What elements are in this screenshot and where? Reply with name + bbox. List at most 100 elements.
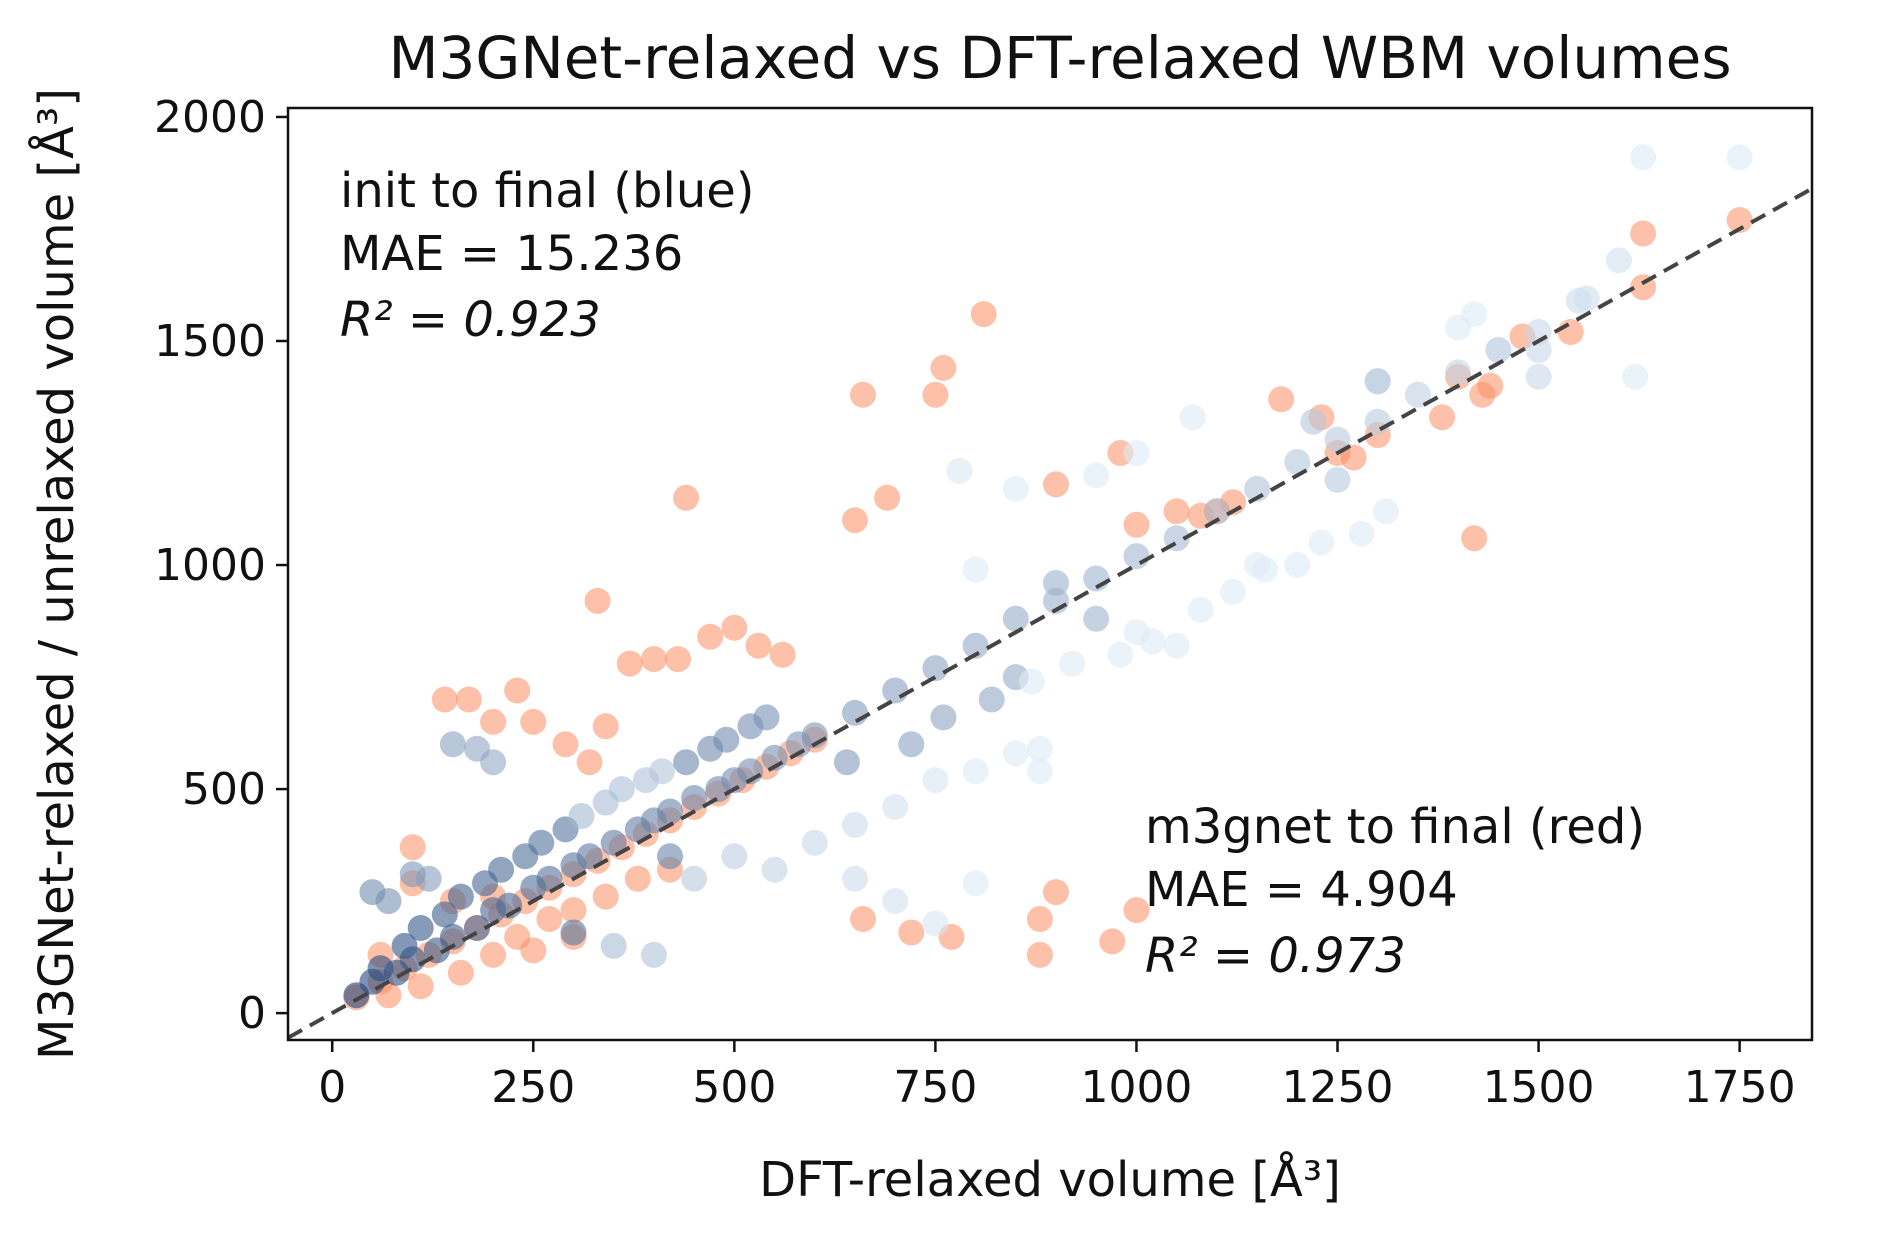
blue-series-point — [391, 932, 418, 959]
blue-series-point — [842, 699, 868, 726]
annotation-blue-line-1: init to final (blue) — [340, 163, 755, 219]
blue-series-point — [536, 865, 563, 892]
red-series-point — [504, 677, 531, 704]
blue-series-point — [1083, 462, 1110, 489]
red-series-point — [930, 354, 957, 381]
blue-series-point — [1300, 408, 1327, 435]
red-series-point — [407, 973, 434, 1000]
blue-series-point — [882, 888, 909, 915]
y-tick-label: 1000 — [154, 540, 266, 591]
blue-series-point — [1308, 529, 1335, 556]
y-tick-label: 1500 — [154, 316, 266, 367]
annotation-blue-stats: init to final (blue) MAE = 15.236 R² = 0… — [340, 163, 755, 348]
annotation-red-stats: m3gnet to final (red) MAE = 4.904 R² = 0… — [1145, 799, 1645, 984]
red-series-point — [1461, 525, 1488, 552]
blue-series-point — [1002, 475, 1029, 502]
red-series-point — [455, 686, 482, 713]
blue-series-point — [978, 686, 1005, 713]
x-tick-label: 250 — [491, 1062, 575, 1113]
blue-series-point — [1002, 740, 1029, 767]
blue-series-point — [922, 910, 949, 937]
blue-series-point — [1220, 578, 1246, 605]
x-tick-label: 1000 — [1080, 1062, 1192, 1113]
blue-series-point — [560, 919, 587, 946]
red-series-point — [1043, 471, 1069, 498]
blue-series-point — [1284, 552, 1311, 578]
blue-series-point — [480, 749, 507, 776]
blue-series-point — [713, 726, 740, 753]
blue-series-point — [1348, 520, 1375, 547]
annotation-blue-line-3: R² = 0.923 — [340, 292, 601, 348]
red-series-point — [898, 919, 925, 946]
red-series-point — [769, 641, 796, 668]
blue-series-point — [600, 829, 627, 856]
blue-series-point — [375, 888, 402, 915]
blue-series-point — [1364, 408, 1391, 435]
blue-series-point — [1139, 628, 1166, 655]
x-axis-label: DFT-relaxed volume [Å³] — [759, 1151, 1341, 1208]
blue-series-point — [1043, 570, 1069, 596]
blue-series-point — [922, 655, 949, 682]
blue-series-point — [882, 794, 909, 820]
blue-series-point — [946, 457, 973, 484]
red-series-point — [1026, 941, 1053, 968]
blue-series-point — [842, 811, 868, 838]
red-series-point — [1340, 444, 1367, 471]
x-tick-label: 750 — [893, 1062, 977, 1113]
blue-series-point — [415, 865, 442, 892]
annotation-red-line-1: m3gnet to final (red) — [1145, 799, 1645, 855]
red-series-point — [1477, 372, 1504, 399]
blue-series-point — [1244, 475, 1271, 502]
red-series-point — [1163, 498, 1190, 525]
red-series-point — [1026, 906, 1053, 932]
red-series-point — [850, 906, 876, 932]
blue-series-point — [1485, 337, 1512, 363]
red-series-point — [1123, 897, 1150, 924]
blue-series-point — [439, 731, 466, 758]
red-series-point — [874, 484, 901, 511]
blue-series-point — [1252, 556, 1279, 583]
blue-series-point — [528, 829, 555, 856]
blue-series-point — [407, 915, 434, 941]
blue-series-point — [600, 932, 627, 959]
blue-series-point — [673, 749, 700, 776]
blue-series-point — [568, 803, 595, 829]
red-series-point — [745, 632, 772, 659]
blue-series-point — [1123, 440, 1150, 466]
red-series-point — [673, 484, 700, 511]
red-series-point — [922, 381, 949, 408]
annotation-blue-line-2: MAE = 15.236 — [340, 226, 683, 282]
blue-series-point — [1018, 668, 1045, 695]
blue-series-point — [761, 856, 788, 883]
blue-series-point — [801, 829, 828, 856]
red-series-point — [970, 301, 997, 328]
red-series-point — [431, 686, 458, 713]
blue-series-point — [1026, 758, 1053, 785]
blue-series-point — [1445, 314, 1472, 341]
red-series-point — [721, 614, 748, 641]
blue-series-point — [1002, 605, 1029, 632]
blue-series-point — [649, 758, 675, 785]
red-series-point — [1726, 207, 1753, 233]
blue-series-point — [1573, 285, 1600, 312]
blue-series-point — [1083, 605, 1110, 632]
blue-series-point — [608, 776, 635, 803]
blue-series-point — [1445, 359, 1472, 386]
red-series-point — [1630, 220, 1657, 247]
red-series-point — [447, 959, 474, 986]
blue-series-point — [1187, 596, 1214, 623]
blue-series-point — [1726, 144, 1753, 171]
blue-series-point — [1372, 498, 1399, 525]
blue-series-point — [882, 677, 909, 704]
blue-series-point — [657, 843, 683, 870]
red-series-point — [480, 708, 507, 735]
blue-series-point — [576, 843, 603, 870]
red-series-point — [592, 713, 619, 740]
red-series-point — [1123, 511, 1150, 538]
blue-series-point — [1107, 641, 1134, 668]
blue-series-point — [1364, 368, 1391, 395]
blue-series-point — [922, 767, 949, 794]
blue-series-point — [898, 731, 925, 758]
red-series-point — [399, 834, 426, 861]
